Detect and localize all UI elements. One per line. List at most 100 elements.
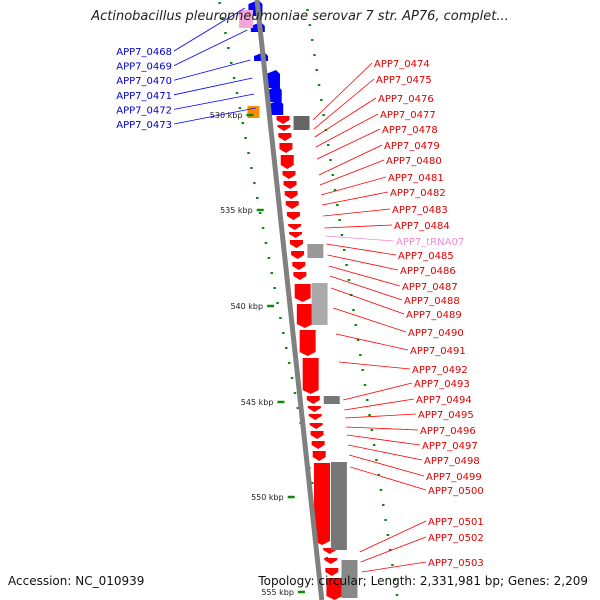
gene-label-forward: APP7_0497 bbox=[422, 441, 478, 452]
label-leader-forward bbox=[344, 398, 415, 411]
label-leader-reverse bbox=[173, 59, 251, 81]
forward-gene-arrow bbox=[284, 191, 298, 199]
secondary-feature bbox=[307, 244, 324, 258]
gc-dot bbox=[336, 204, 339, 206]
forward-gene-arrow bbox=[288, 224, 302, 230]
forward-gene-arrow bbox=[326, 578, 343, 600]
forward-gene-arrow bbox=[309, 423, 323, 429]
gene-label-forward: APP7_0480 bbox=[386, 156, 442, 167]
gc-dot bbox=[388, 549, 392, 551]
label-leader-forward bbox=[349, 454, 425, 477]
gc-dot bbox=[384, 519, 387, 521]
gc-dot bbox=[308, 24, 312, 26]
scale-label: 555 kbp bbox=[261, 588, 294, 597]
gene-label-forward: APP7_0503 bbox=[428, 558, 484, 569]
trna-feature bbox=[239, 10, 254, 28]
gc-dot bbox=[282, 332, 285, 334]
gc-dot bbox=[261, 227, 265, 229]
gene-label-forward: APP7_0498 bbox=[424, 456, 480, 467]
gc-dot bbox=[258, 212, 262, 214]
scale-label: 545 kbp bbox=[241, 398, 274, 407]
forward-gene-arrow bbox=[277, 125, 291, 131]
scale-label: 530 kbp bbox=[210, 111, 243, 120]
gc-dot bbox=[218, 2, 221, 4]
gc-dot bbox=[315, 69, 318, 71]
forward-gene-arrow bbox=[291, 251, 305, 259]
gene-label-forward: APP7_0493 bbox=[414, 379, 470, 390]
gc-dot bbox=[363, 384, 367, 386]
label-leader-forward bbox=[326, 243, 397, 256]
gc-dot bbox=[361, 369, 364, 371]
gene-label-forward: APP7_0491 bbox=[410, 346, 466, 357]
gene-labels: APP7_0468 APP7_0469 APP7_0470 APP7_0471 APP7… bbox=[116, 7, 484, 573]
label-leader-forward bbox=[312, 62, 373, 121]
forward-gene-arrow bbox=[308, 414, 322, 420]
forward-gene-arrow bbox=[306, 396, 320, 404]
label-leader-reverse bbox=[173, 107, 256, 125]
accession-text: Accession: NC_010939 bbox=[8, 574, 145, 588]
gene-label-reverse: APP7_0473 bbox=[116, 120, 172, 131]
label-leader-forward bbox=[319, 159, 385, 186]
gene-label-reverse: APP7_0470 bbox=[116, 76, 172, 87]
gene-label-forward: APP7_0488 bbox=[404, 296, 460, 307]
forward-gene-arrow bbox=[294, 284, 311, 302]
secondary-feature bbox=[293, 116, 310, 130]
label-leader-forward bbox=[346, 434, 421, 446]
gene-label-forward: APP7_0502 bbox=[428, 533, 484, 544]
label-leader-forward bbox=[313, 78, 375, 130]
secondary-feature bbox=[323, 396, 340, 404]
feature-track bbox=[239, 0, 358, 600]
forward-gene-arrow bbox=[311, 441, 325, 449]
gene-label-reverse: APP7_0468 bbox=[116, 47, 172, 58]
gc-dot bbox=[253, 182, 256, 184]
gene-label-trna: APP7_tRNA07 bbox=[396, 237, 464, 248]
gc-dot bbox=[322, 114, 325, 116]
gc-dot bbox=[247, 152, 250, 154]
gc-dot bbox=[382, 504, 385, 506]
forward-gene-arrow bbox=[302, 358, 319, 394]
gc-dot bbox=[290, 377, 294, 379]
label-leader-forward bbox=[324, 224, 393, 229]
gene-label-forward: APP7_0494 bbox=[416, 395, 472, 406]
gc-dot bbox=[311, 482, 314, 484]
label-leader-forward bbox=[327, 254, 399, 271]
gc-dot bbox=[306, 9, 309, 11]
gc-dot bbox=[310, 39, 314, 41]
label-leader-reverse bbox=[173, 29, 248, 66]
secondary-feature bbox=[330, 462, 347, 550]
forward-gene-arrow bbox=[283, 181, 297, 189]
gc-dot bbox=[227, 47, 230, 49]
label-leader-forward bbox=[329, 275, 403, 301]
label-leader-forward bbox=[343, 382, 413, 401]
gc-dot bbox=[393, 579, 396, 581]
gene-label-forward: APP7_0484 bbox=[394, 221, 450, 232]
label-leader-forward bbox=[361, 561, 427, 573]
forward-gene-arrow bbox=[293, 272, 307, 280]
forward-gene-arrow bbox=[312, 451, 326, 461]
gene-label-forward: APP7_0501 bbox=[428, 517, 484, 528]
gc-dot bbox=[279, 317, 282, 319]
forward-gene-arrow bbox=[286, 212, 300, 220]
label-leader-forward bbox=[333, 307, 407, 333]
gc-dot bbox=[317, 84, 321, 86]
gc-dot bbox=[333, 189, 337, 191]
forward-gene-arrow bbox=[279, 143, 293, 153]
gc-dot bbox=[356, 339, 360, 341]
scale-track: 530 kbp 535 kbp 540 kbp 545 kbp 550 kbp 555 k… bbox=[210, 111, 305, 597]
gc-dot bbox=[352, 309, 355, 311]
gc-dot bbox=[331, 174, 335, 176]
topology-text: Topology: circular; Length: 2,331,981 bp… bbox=[258, 574, 588, 588]
gc-dot bbox=[285, 347, 288, 349]
gc-dot bbox=[235, 92, 239, 94]
gc-dot bbox=[338, 219, 341, 221]
gc-dot bbox=[359, 354, 362, 356]
gene-label-forward: APP7_0476 bbox=[378, 94, 434, 105]
gene-label-forward: APP7_0496 bbox=[420, 426, 476, 437]
gc-dot bbox=[232, 77, 236, 79]
label-leader-forward bbox=[316, 128, 381, 160]
gene-label-forward: APP7_0481 bbox=[388, 173, 444, 184]
label-leader-forward bbox=[339, 361, 411, 370]
map-title: Actinobacillus pleuropneumoniae serovar … bbox=[91, 9, 509, 24]
